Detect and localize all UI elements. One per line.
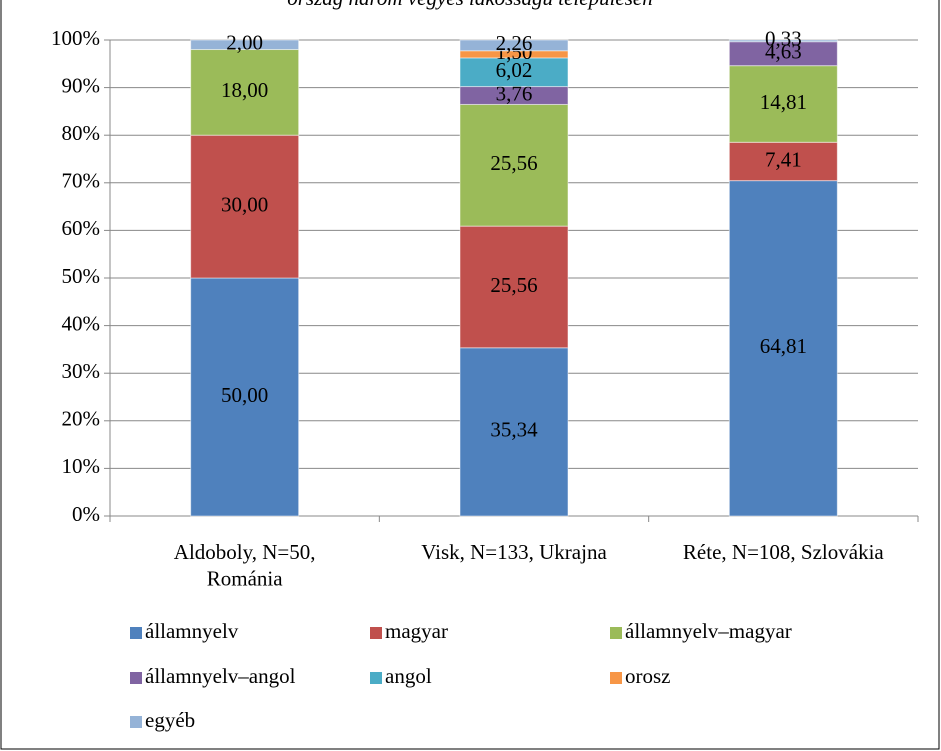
data-label: 2,26 xyxy=(496,31,533,55)
legend-swatch xyxy=(610,627,622,639)
data-label: 25,56 xyxy=(490,273,537,297)
bar-segment xyxy=(459,347,569,517)
bar-segment xyxy=(459,57,569,88)
legend-swatch xyxy=(370,627,382,639)
legend-swatch xyxy=(370,672,382,684)
x-tick-label: Aldoboly, N=50, Románia xyxy=(174,540,316,590)
y-tick-label: 70% xyxy=(62,169,101,193)
bar-segment xyxy=(459,39,569,52)
data-label: 50,00 xyxy=(221,383,268,407)
data-label: 2,00 xyxy=(226,31,263,55)
legend-label: államnyelv–magyar xyxy=(625,619,792,643)
bar-segment xyxy=(728,141,838,182)
data-label: 64,81 xyxy=(760,334,807,358)
legend-swatch xyxy=(610,672,622,684)
y-tick-label: 20% xyxy=(62,407,101,431)
legend-swatch xyxy=(130,716,142,728)
legend-label: magyar xyxy=(385,619,448,643)
bar-segment xyxy=(190,277,300,517)
data-label: 6,02 xyxy=(496,58,533,82)
x-tick-label: Réte, N=108, Szlovákia xyxy=(683,540,884,564)
legend-swatch xyxy=(130,672,142,684)
legend-swatch xyxy=(130,627,142,639)
bar-segment xyxy=(728,65,838,143)
x-tick-label: Visk, N=133, Ukrajna xyxy=(421,540,607,564)
data-label: 14,81 xyxy=(760,90,807,114)
data-label: 4,63 xyxy=(765,39,802,63)
chart-title: ország három vegyes lakosságú települése… xyxy=(287,0,653,10)
legend-label: egyéb xyxy=(145,708,195,732)
y-tick-label: 60% xyxy=(62,216,101,240)
data-label: 35,34 xyxy=(490,418,538,442)
y-tick-label: 40% xyxy=(62,311,101,335)
bar-segment xyxy=(728,180,838,517)
bar-segment xyxy=(190,49,300,136)
data-label: 30,00 xyxy=(221,192,268,216)
bar-segment xyxy=(728,39,838,43)
bar-segment xyxy=(459,225,569,349)
data-label: 18,00 xyxy=(221,78,268,102)
y-tick-label: 90% xyxy=(62,73,101,97)
data-label: 0,33 xyxy=(765,27,802,51)
legend-label: angol xyxy=(385,664,432,688)
data-label: 25,56 xyxy=(490,151,537,175)
y-tick-label: 10% xyxy=(62,454,101,478)
bar-segment xyxy=(190,134,300,279)
data-label: 7,41 xyxy=(765,147,802,171)
y-tick-label: 0% xyxy=(72,502,100,526)
y-tick-label: 80% xyxy=(62,121,101,145)
legend-label: államnyelv–angol xyxy=(145,664,296,688)
y-tick-label: 100% xyxy=(51,26,100,50)
y-tick-label: 50% xyxy=(62,264,101,288)
legend-label: államnyelv xyxy=(145,619,239,643)
bar-segment xyxy=(190,39,300,51)
legend-label: orosz xyxy=(625,664,671,688)
y-tick-label: 30% xyxy=(62,359,101,383)
